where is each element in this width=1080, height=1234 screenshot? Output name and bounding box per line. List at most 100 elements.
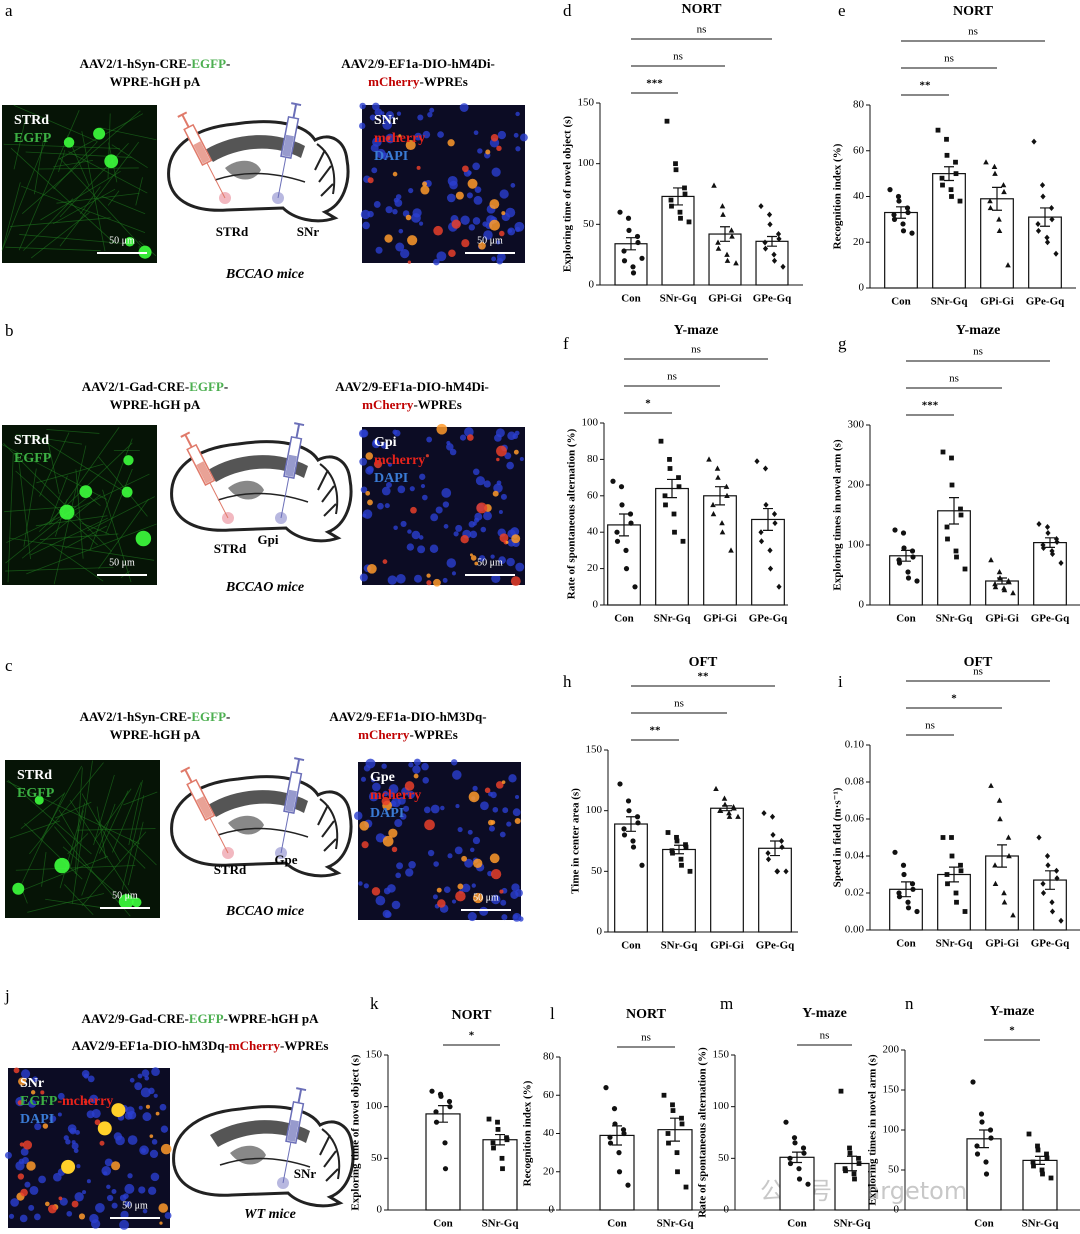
needle [282, 1142, 292, 1184]
data-point [623, 566, 630, 572]
data-point [683, 844, 689, 850]
scale-label: 50 μm [477, 557, 503, 568]
nucleus [490, 791, 497, 799]
data-point [992, 584, 999, 590]
nucleus [57, 1092, 65, 1100]
plunger-cap [180, 431, 191, 438]
image-label-part: EGFP [17, 786, 55, 801]
nucleus [134, 1082, 143, 1091]
data-point [1053, 536, 1060, 542]
nucleus [151, 1067, 160, 1077]
nucleus [464, 858, 474, 868]
data-point [603, 1085, 609, 1091]
fiber [23, 198, 74, 251]
error-bar [667, 478, 677, 499]
significance-label: * [951, 693, 957, 705]
data-point [765, 850, 771, 857]
error-bar [997, 844, 1007, 868]
image-label: EGFP-mcherry [20, 1094, 113, 1109]
data-point [847, 1145, 852, 1151]
data-point [621, 1130, 627, 1137]
y-tick-label: 80 [587, 453, 599, 465]
y-tick-label: 60 [853, 144, 865, 156]
data-point [771, 511, 778, 517]
vector-text-part: AAV2/1-hSyn-CRE- [80, 56, 192, 71]
nucleus [148, 1087, 155, 1095]
vector-text: AAV2/1-hSyn-CRE-EGFP- [80, 709, 231, 724]
mcherry-cell [405, 214, 412, 221]
data-point [726, 810, 732, 816]
fiber [21, 494, 101, 559]
vector-text-part: -WPREs [419, 74, 467, 89]
data-point [1044, 1155, 1050, 1161]
panel-letter: m [720, 994, 733, 1013]
data-point [838, 1088, 844, 1094]
error-bar [715, 486, 725, 506]
data-point [914, 578, 920, 584]
fiber [35, 515, 108, 527]
nucleus [385, 481, 392, 488]
nucleus [359, 122, 366, 130]
nucleus [419, 473, 426, 480]
nucleus [160, 1125, 169, 1133]
mcherry-cell [407, 260, 412, 264]
inner-line [214, 172, 306, 183]
x-tick-label: Con [614, 613, 634, 625]
data-point [630, 838, 636, 844]
nucleus [53, 1172, 62, 1182]
significance-label: ** [698, 671, 710, 683]
nucleus [440, 805, 445, 811]
data-point [661, 1092, 667, 1098]
y-tick-label: 150 [366, 1049, 383, 1061]
nucleus [473, 195, 483, 205]
y-axis-label: Time in center area (s) [570, 788, 582, 894]
data-point [987, 198, 993, 204]
x-tick-label: SNr-Gq [834, 1218, 872, 1230]
image-label: Gpi [374, 435, 397, 450]
scale-label: 50 μm [473, 892, 499, 903]
data-point [635, 820, 641, 826]
chart-title: Y-maze [674, 323, 719, 338]
nucleus [426, 436, 433, 443]
data-point [949, 194, 954, 199]
nucleus [127, 1173, 133, 1179]
x-tick-label: GPi-Gi [708, 293, 742, 305]
cell [54, 857, 70, 874]
nucleus [447, 853, 453, 859]
data-point [721, 795, 728, 801]
data-point [680, 538, 686, 544]
nucleus [69, 1127, 77, 1135]
data-point [949, 482, 955, 488]
error-bar [770, 840, 780, 857]
nucleus [472, 217, 481, 225]
data-point [621, 248, 627, 254]
data-point [1049, 216, 1055, 223]
y-axis-label: Speed in field (m·s⁻¹) [832, 787, 844, 887]
data-point [996, 216, 1002, 222]
nucleus [512, 808, 521, 817]
plunger [295, 758, 301, 774]
y-tick-label: 100 [582, 417, 599, 429]
vector-text-part: WPRE-hGH pA [110, 727, 201, 742]
vector-text-part: mCherry [362, 397, 414, 412]
vector-text-part: EGFP [189, 379, 224, 394]
data-point [847, 1150, 853, 1156]
data-point [905, 209, 911, 216]
cell [131, 897, 142, 908]
nucleus [159, 1103, 167, 1111]
micrograph [353, 758, 524, 922]
panel-letter: i [838, 672, 843, 691]
syringe [280, 757, 305, 854]
vector-text-part: - [226, 56, 230, 71]
nucleus [490, 554, 495, 559]
data-point [676, 484, 682, 490]
mcherry-cell [19, 1142, 24, 1147]
fiber [94, 788, 132, 841]
panel-letter: j [4, 986, 10, 1005]
mcherry-cell [160, 1143, 172, 1155]
data-point [1035, 1147, 1041, 1153]
image-label: STRd [14, 113, 49, 128]
data-point [1053, 867, 1060, 874]
mcherry-cell [40, 1090, 45, 1095]
nucleus [394, 819, 403, 828]
